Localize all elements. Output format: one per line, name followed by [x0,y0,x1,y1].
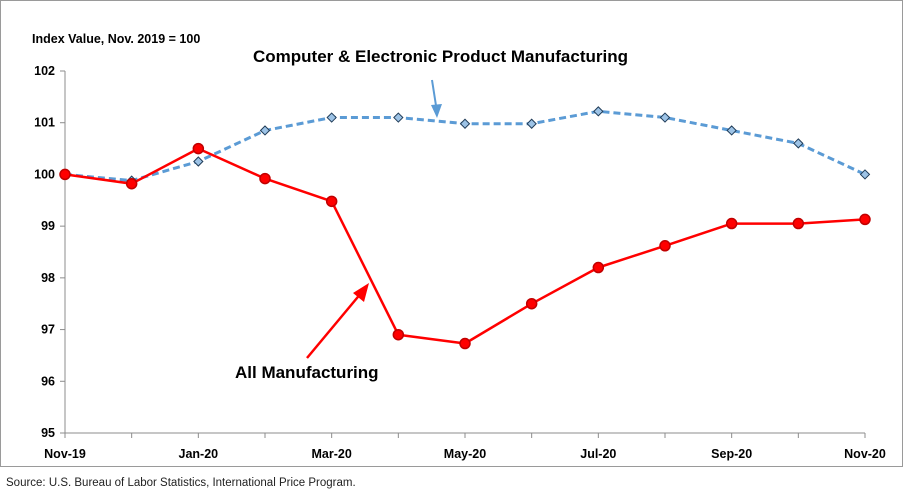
data-point-computer-electronic [326,112,337,123]
y-axis-title: Index Value, Nov. 2019 = 100 [32,32,200,46]
annotation-arrowhead-computer-electronic [431,104,442,118]
axes: 95 96 97 98 99 100 101 102 Nov-19 Jan-20 Mar-20 May… [34,64,886,461]
data-point-all-manufacturing [125,177,138,190]
y-tick-label: 100 [34,167,55,181]
data-point-computer-electronic [259,125,271,136]
y-tick-label: 97 [41,323,55,337]
y-tick-label: 102 [34,64,55,78]
data-point-all-manufacturing [259,172,271,185]
data-point-all-manufacturing [792,217,805,230]
y-tick-label: 99 [41,219,55,233]
annotation-all-manufacturing: All Manufacturing [235,363,379,382]
data-point-all-manufacturing [192,142,205,155]
y-tick-label: 95 [41,426,55,440]
data-point-all-manufacturing [459,337,471,350]
annotations: Computer & Electronic Product Manufactur… [235,47,628,382]
x-tick-label: Mar-20 [312,447,352,461]
x-tick-label: May-20 [444,447,486,461]
source-note: Source: U.S. Bureau of Labor Statistics,… [6,477,356,489]
y-tick-label: 98 [41,271,55,285]
x-tick-label: Jul-20 [580,447,616,461]
chart-border [0,0,903,467]
data-point-computer-electronic [726,125,737,136]
data-point-computer-electronic [526,118,537,129]
data-point-all-manufacturing [859,213,871,226]
x-tick-label: Nov-19 [44,447,86,461]
annotation-computer-electronic: Computer & Electronic Product Manufactur… [253,47,628,66]
data-point-all-manufacturing [592,261,605,274]
data-point-computer-electronic [459,118,471,129]
data-point-computer-electronic [793,138,804,149]
annotation-arrowhead-all-manufacturing [353,283,369,302]
x-tick-label: Sep-20 [711,447,752,461]
series-all-manufacturing [59,142,871,350]
data-point-all-manufacturing [725,217,738,230]
data-point-computer-electronic [593,106,604,117]
data-point-computer-electronic [659,112,671,123]
data-point-all-manufacturing [325,195,338,208]
data-point-all-manufacturing [59,168,71,181]
annotation-arrow-all-manufacturing [306,291,363,359]
data-point-all-manufacturing [525,297,538,310]
data-point-computer-electronic [193,156,204,167]
x-tick-label: Nov-20 [844,447,886,461]
series-layer [59,106,871,350]
data-point-all-manufacturing [659,240,671,252]
x-tick-label: Jan-20 [179,447,219,461]
data-point-computer-electronic [393,112,404,123]
y-tick-label: 96 [41,374,55,388]
y-tick-label: 101 [34,116,55,130]
data-point-computer-electronic [859,169,871,180]
data-point-all-manufacturing [392,328,405,341]
